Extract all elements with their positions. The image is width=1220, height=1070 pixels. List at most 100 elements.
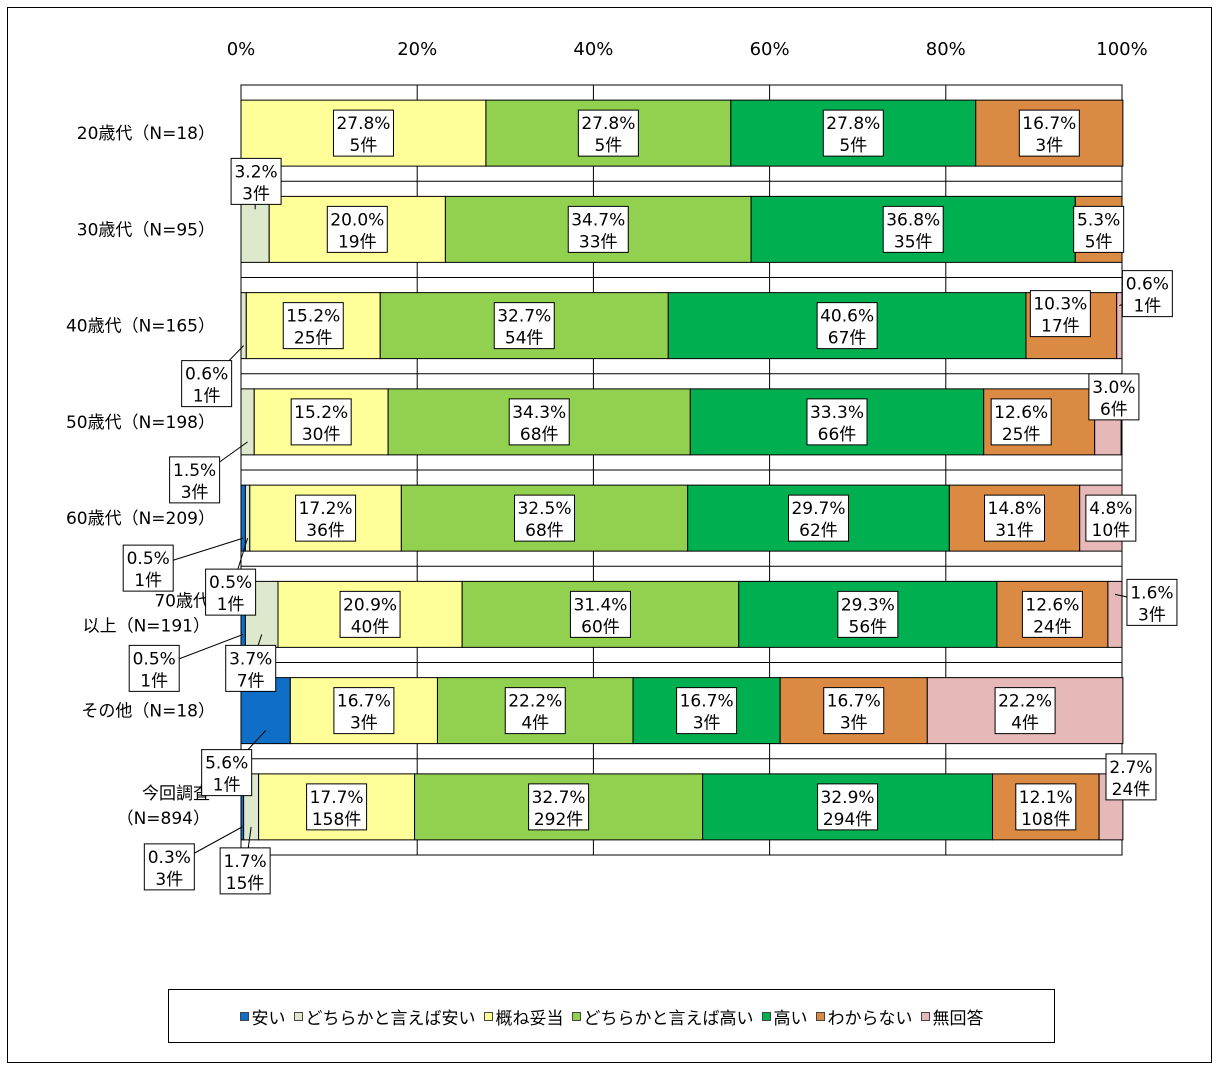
data-label-count: 1件	[134, 571, 162, 591]
data-label-box	[181, 360, 233, 408]
category-label: 40歳代（N=165）	[66, 317, 215, 337]
data-label-box	[806, 398, 868, 446]
data-label-count: 1件	[217, 595, 245, 615]
data-label-count: 56件	[849, 617, 888, 637]
data-label-count: 3件	[693, 714, 721, 734]
data-label-value: 22.2%	[508, 692, 562, 712]
data-label-box	[1073, 205, 1125, 253]
data-label-value: 0.5%	[133, 649, 176, 669]
data-label-value: 29.7%	[791, 499, 845, 519]
data-label-box	[990, 398, 1052, 446]
data-label-count: 3件	[1138, 605, 1166, 625]
category-label: 60歳代（N=209）	[66, 509, 215, 529]
data-label-box	[569, 590, 631, 638]
data-label-box	[169, 456, 221, 504]
data-label-box	[1021, 590, 1083, 638]
legend-item: 安い	[239, 1004, 286, 1029]
category-label: 50歳代（N=198）	[66, 413, 215, 433]
data-label-count: 3件	[350, 714, 378, 734]
data-label-box	[295, 494, 357, 542]
data-label-value: 32.7%	[532, 788, 586, 808]
category-label: （N=894）	[117, 809, 210, 829]
data-label-box	[225, 644, 277, 692]
category-label: その他（N=18）	[81, 702, 215, 722]
data-label-count: 3件	[242, 184, 270, 204]
data-label-value: 0.5%	[127, 549, 170, 569]
x-tick-label: 60%	[750, 39, 790, 60]
data-label-value: 2.7%	[1109, 758, 1152, 778]
legend-label: 安い	[251, 1008, 286, 1029]
data-label-box	[787, 494, 849, 542]
data-label-box	[306, 783, 368, 831]
data-label-value: 17.2%	[299, 499, 353, 519]
category-label: 今回調査	[142, 784, 210, 804]
data-label-value: 34.7%	[571, 210, 625, 230]
data-label-count: 25件	[1002, 425, 1041, 445]
data-label-box	[219, 847, 271, 895]
category-label: 30歳代（N=95）	[77, 220, 215, 240]
data-label-count: 10件	[1092, 521, 1131, 541]
data-label-box	[882, 205, 944, 253]
data-label-box	[504, 687, 566, 735]
data-label-value: 16.7%	[1022, 114, 1076, 134]
data-label-value: 29.3%	[841, 595, 895, 615]
data-label-box	[122, 544, 174, 592]
data-label-value: 10.3%	[1033, 295, 1087, 315]
legend-item: どちらかと言えば安い	[293, 1004, 476, 1029]
data-label-count: 294件	[823, 810, 872, 830]
data-label-box	[1088, 373, 1140, 421]
data-label-count: 292件	[534, 810, 583, 830]
data-label-box	[1085, 494, 1137, 542]
data-label-count: 24件	[1112, 780, 1151, 800]
data-label-value: 1.6%	[1130, 583, 1173, 603]
data-label-value: 14.8%	[988, 499, 1042, 519]
data-label-count: 5件	[350, 136, 378, 156]
data-label-count: 4件	[521, 714, 549, 734]
legend-label: どちらかと言えば安い	[305, 1008, 476, 1029]
data-label-value: 15.2%	[286, 307, 340, 327]
legend-swatch	[293, 1011, 303, 1021]
legend-label: 高い	[773, 1008, 808, 1029]
data-label-box	[676, 687, 738, 735]
data-label-box	[994, 687, 1056, 735]
legend-label: わからない	[827, 1008, 913, 1029]
data-label-count: 66件	[818, 425, 857, 445]
x-tick-label: 80%	[926, 39, 966, 60]
legend-label: どちらかと言えば高い	[583, 1008, 754, 1029]
x-tick-label: 40%	[573, 39, 613, 60]
data-label-value: 27.8%	[336, 114, 390, 134]
data-label-value: 0.3%	[148, 848, 191, 868]
data-label-count: 54件	[505, 329, 544, 349]
data-label-box	[514, 494, 576, 542]
data-label-count: 62件	[799, 521, 838, 541]
data-label-value: 3.7%	[229, 649, 272, 669]
data-label-count: 3件	[181, 483, 209, 503]
data-label-value: 22.2%	[998, 692, 1052, 712]
data-label-box	[326, 205, 388, 253]
data-label-value: 12.1%	[1019, 788, 1073, 808]
data-label-box	[817, 783, 879, 831]
data-label-value: 16.7%	[827, 692, 881, 712]
data-label-box	[577, 109, 639, 157]
data-label-count: 24件	[1033, 617, 1072, 637]
legend-swatch	[761, 1011, 771, 1021]
data-label-box	[282, 302, 344, 350]
data-label-box	[822, 109, 884, 157]
legend-swatch	[571, 1011, 581, 1021]
bar-segment	[1116, 292, 1123, 360]
data-label-box	[332, 109, 394, 157]
data-label-count: 33件	[579, 232, 618, 252]
data-label-count: 3件	[840, 714, 868, 734]
data-label-value: 40.6%	[820, 307, 874, 327]
data-label-value: 15.2%	[294, 403, 348, 423]
data-label-count: 158件	[312, 810, 361, 830]
data-label-count: 35件	[894, 232, 933, 252]
data-label-count: 36件	[306, 521, 345, 541]
data-label-count: 19件	[338, 232, 377, 252]
data-label-count: 17件	[1041, 317, 1080, 337]
data-label-value: 16.7%	[337, 692, 391, 712]
category-label: 70歳代	[154, 591, 210, 611]
data-label-value: 3.2%	[234, 162, 277, 182]
legend-item: 無回答	[920, 1004, 984, 1029]
data-label-count: 3件	[1035, 136, 1063, 156]
